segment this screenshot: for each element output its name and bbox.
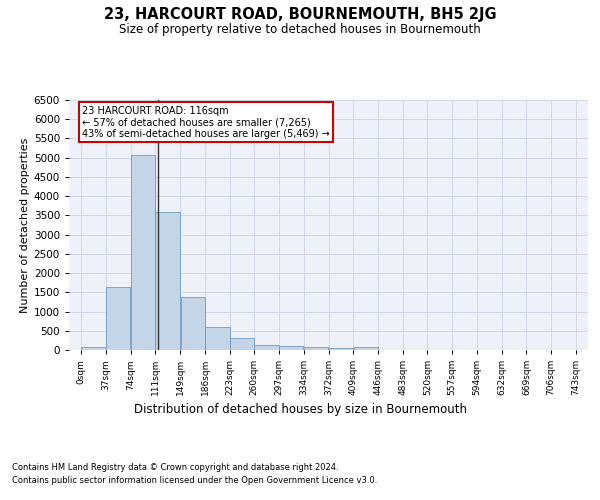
Bar [353, 347, 378, 350]
Y-axis label: Number of detached properties: Number of detached properties [20, 138, 29, 312]
Bar [279, 346, 304, 350]
Bar [181, 296, 205, 350]
Text: Contains public sector information licensed under the Open Government Licence v3: Contains public sector information licen… [12, 476, 377, 485]
Bar [106, 288, 130, 350]
Bar [329, 348, 353, 350]
Text: 23 HARCOURT ROAD: 116sqm
← 57% of detached houses are smaller (7,265)
43% of sem: 23 HARCOURT ROAD: 116sqm ← 57% of detach… [82, 106, 330, 139]
Bar [131, 156, 155, 350]
Bar [82, 347, 106, 350]
Text: Size of property relative to detached houses in Bournemouth: Size of property relative to detached ho… [119, 22, 481, 36]
Bar [155, 212, 179, 350]
Bar [230, 338, 254, 350]
Text: Contains HM Land Registry data © Crown copyright and database right 2024.: Contains HM Land Registry data © Crown c… [12, 462, 338, 471]
Bar [254, 345, 279, 350]
Text: Distribution of detached houses by size in Bournemouth: Distribution of detached houses by size … [133, 402, 467, 415]
Bar [304, 347, 328, 350]
Text: 23, HARCOURT ROAD, BOURNEMOUTH, BH5 2JG: 23, HARCOURT ROAD, BOURNEMOUTH, BH5 2JG [104, 8, 496, 22]
Bar [205, 328, 230, 350]
